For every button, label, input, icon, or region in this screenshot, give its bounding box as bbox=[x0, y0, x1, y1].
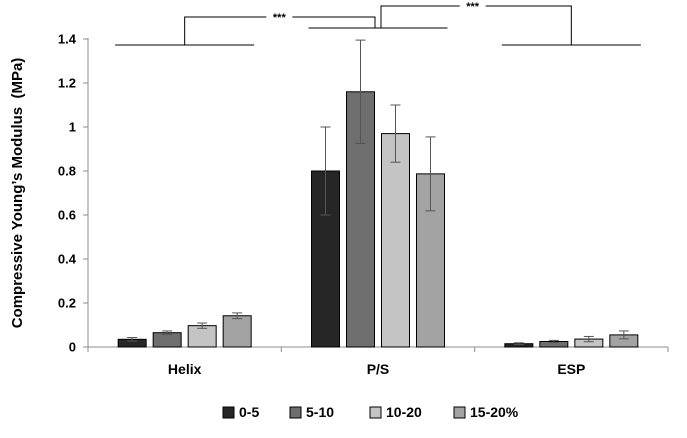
y-tick-label: 1.4 bbox=[58, 32, 77, 47]
legend-swatch bbox=[453, 406, 466, 419]
legend-swatch bbox=[369, 406, 382, 419]
bar bbox=[381, 133, 410, 348]
legend-swatch bbox=[222, 406, 235, 419]
significance-label-bg bbox=[266, 11, 293, 23]
bar bbox=[187, 325, 217, 348]
significance-label: *** bbox=[273, 12, 287, 24]
x-category-label: ESP bbox=[557, 361, 585, 377]
legend-swatch bbox=[289, 406, 302, 419]
y-axis-title: Compressive Young’s Modulus (MPa) bbox=[9, 58, 26, 329]
y-tick-label: 1.2 bbox=[58, 76, 76, 91]
legend-label: 0-5 bbox=[239, 404, 259, 420]
significance-label-bg bbox=[459, 0, 486, 12]
legend-label: 10-20 bbox=[386, 404, 422, 420]
y-tick-label: 0.8 bbox=[58, 164, 76, 179]
x-category-label: P/S bbox=[367, 361, 390, 377]
y-tick-label: 0.6 bbox=[58, 208, 76, 223]
y-tick-label: 0 bbox=[69, 340, 76, 355]
significance-label: *** bbox=[466, 1, 480, 13]
x-category-label: Helix bbox=[168, 361, 202, 377]
y-tick-label: 0.2 bbox=[58, 296, 76, 311]
y-tick-label: 1 bbox=[69, 120, 76, 135]
legend-label: 5-10 bbox=[306, 404, 334, 420]
bar bbox=[222, 315, 252, 348]
y-tick-label: 0.4 bbox=[58, 252, 77, 267]
legend-label: 15-20% bbox=[470, 404, 519, 420]
